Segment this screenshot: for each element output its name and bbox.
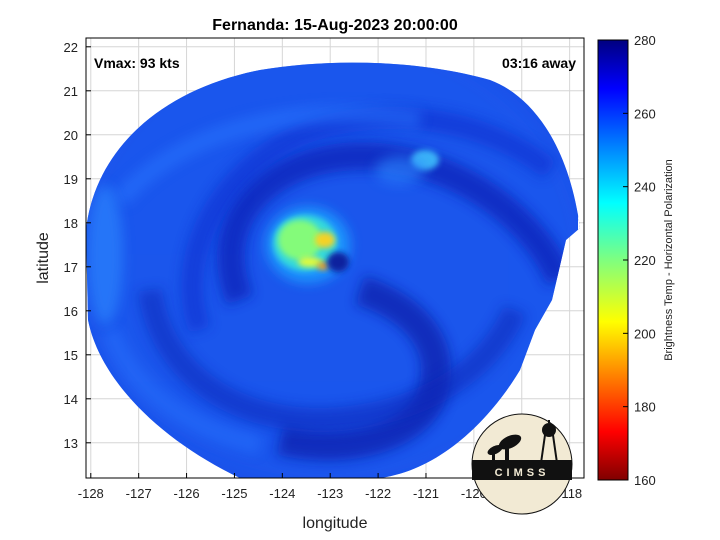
chart-title: Fernanda: 15-Aug-2023 20:00:00 [212, 17, 458, 34]
colorbar-ticks: 160 180 200 220 240 260 280 [623, 33, 656, 488]
x-tick-label: -127 [126, 486, 152, 501]
colorbar-tick-label: 160 [634, 473, 656, 488]
x-tick-label: -128 [78, 486, 104, 501]
vmax-annotation: Vmax: 93 kts [94, 55, 180, 71]
colorbar-tick-label: 280 [634, 33, 656, 48]
x-tick-label: -125 [221, 486, 247, 501]
y-tick-label: 20 [64, 128, 78, 143]
colorbar-tick-label: 180 [634, 400, 656, 415]
y-tick-label: 14 [64, 392, 78, 407]
y-tick-label: 22 [64, 40, 78, 55]
y-axis-label: latitude [35, 232, 52, 284]
colorbar-tick-label: 200 [634, 326, 656, 341]
x-tick-label: -124 [269, 486, 295, 501]
colorbar-tick-label: 240 [634, 180, 656, 195]
x-axis-label: longitude [303, 515, 368, 532]
y-tick-label: 17 [64, 260, 78, 275]
x-tick-label: -123 [317, 486, 343, 501]
colorbar-tick-label: 220 [634, 253, 656, 268]
y-axis-ticks: 13 14 15 16 17 18 19 20 21 22 [64, 40, 91, 451]
x-tick-label: -121 [413, 486, 439, 501]
colorbar-label: Brightness Temp - Horizontal Polarizatio… [663, 159, 675, 361]
y-tick-label: 15 [64, 348, 78, 363]
y-tick-label: 13 [64, 436, 78, 451]
x-tick-label: -122 [365, 486, 391, 501]
x-tick-label: -126 [174, 486, 200, 501]
colorbar-tick-label: 260 [634, 106, 656, 121]
satellite-swath [86, 62, 580, 478]
y-tick-label: 18 [64, 216, 78, 231]
cimss-logo: CIMSS [471, 413, 573, 515]
y-tick-label: 16 [64, 304, 78, 319]
logo-text: CIMSS [495, 467, 550, 479]
x-axis-ticks: -128-127-126-125-124-123-122-121-120-119… [78, 473, 582, 501]
time-away-annotation: 03:16 away [502, 55, 576, 71]
y-tick-label: 21 [64, 84, 78, 99]
y-tick-label: 19 [64, 172, 78, 187]
